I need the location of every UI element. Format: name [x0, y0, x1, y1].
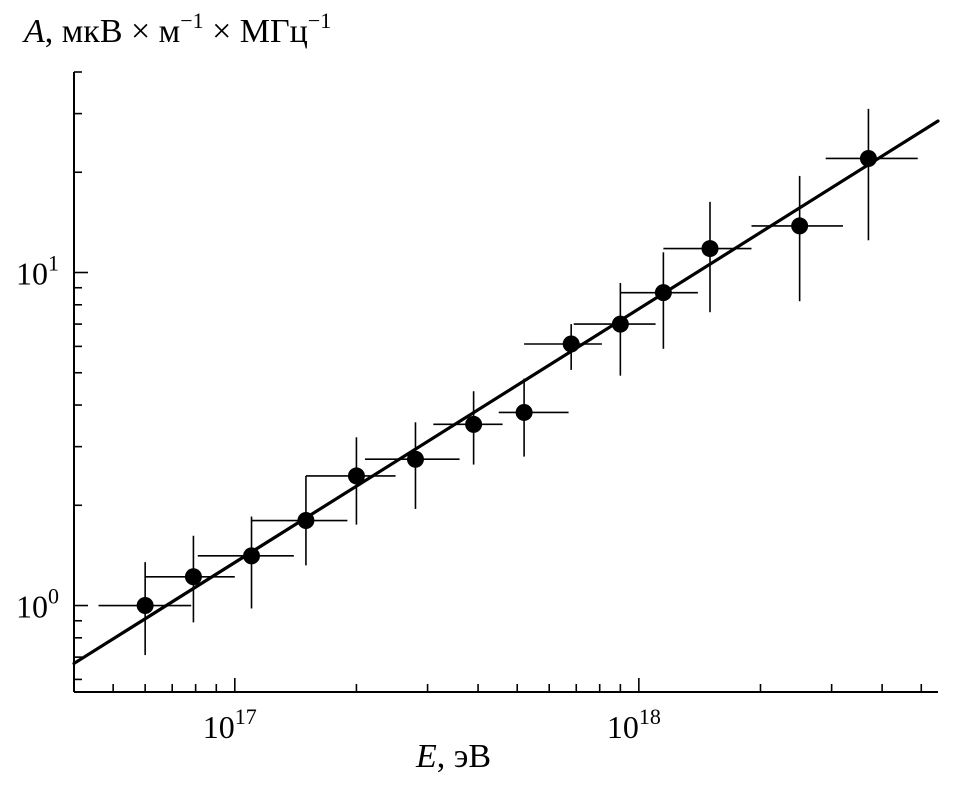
y-axis-unit-2: × МГц: [203, 13, 308, 50]
data-point: [859, 149, 877, 167]
y-tick-label: 101: [16, 251, 59, 292]
data-point: [515, 403, 533, 421]
x-tick-label: 1017: [203, 704, 257, 745]
error-bars: [98, 108, 918, 656]
data-points: [136, 149, 877, 615]
y-axis-unit-1: , мкВ × м: [44, 13, 181, 50]
data-point: [297, 512, 315, 530]
tick-labels: 1017 1018 100 101: [16, 251, 661, 745]
y-axis-symbol: A: [24, 13, 45, 50]
x-tick-label: 1018: [607, 704, 661, 745]
data-point: [791, 217, 809, 235]
data-point: [347, 467, 365, 485]
data-point: [136, 597, 154, 615]
data-point: [184, 568, 202, 586]
y-axis-unit-exp-1: −1: [180, 8, 204, 33]
axes-frame: [73, 72, 938, 693]
data-point: [465, 415, 483, 433]
data-point: [406, 450, 424, 468]
x-axis-symbol: E: [416, 738, 437, 775]
fit-line-group: [72, 119, 940, 666]
x-axis-unit: , эВ: [436, 738, 492, 775]
y-axis-unit-exp-2: −1: [307, 8, 332, 33]
data-point: [562, 335, 580, 353]
x-axis-label: E, эВ: [416, 738, 491, 776]
data-point: [701, 240, 719, 258]
tick-marks: [73, 71, 923, 692]
y-axis-label: A, мкВ × м−1 × МГц−1: [24, 8, 331, 51]
data-point: [654, 284, 672, 302]
y-tick-label: 100: [16, 584, 59, 625]
data-point: [243, 547, 261, 565]
data-point: [611, 315, 629, 333]
fit-line: [72, 119, 940, 666]
